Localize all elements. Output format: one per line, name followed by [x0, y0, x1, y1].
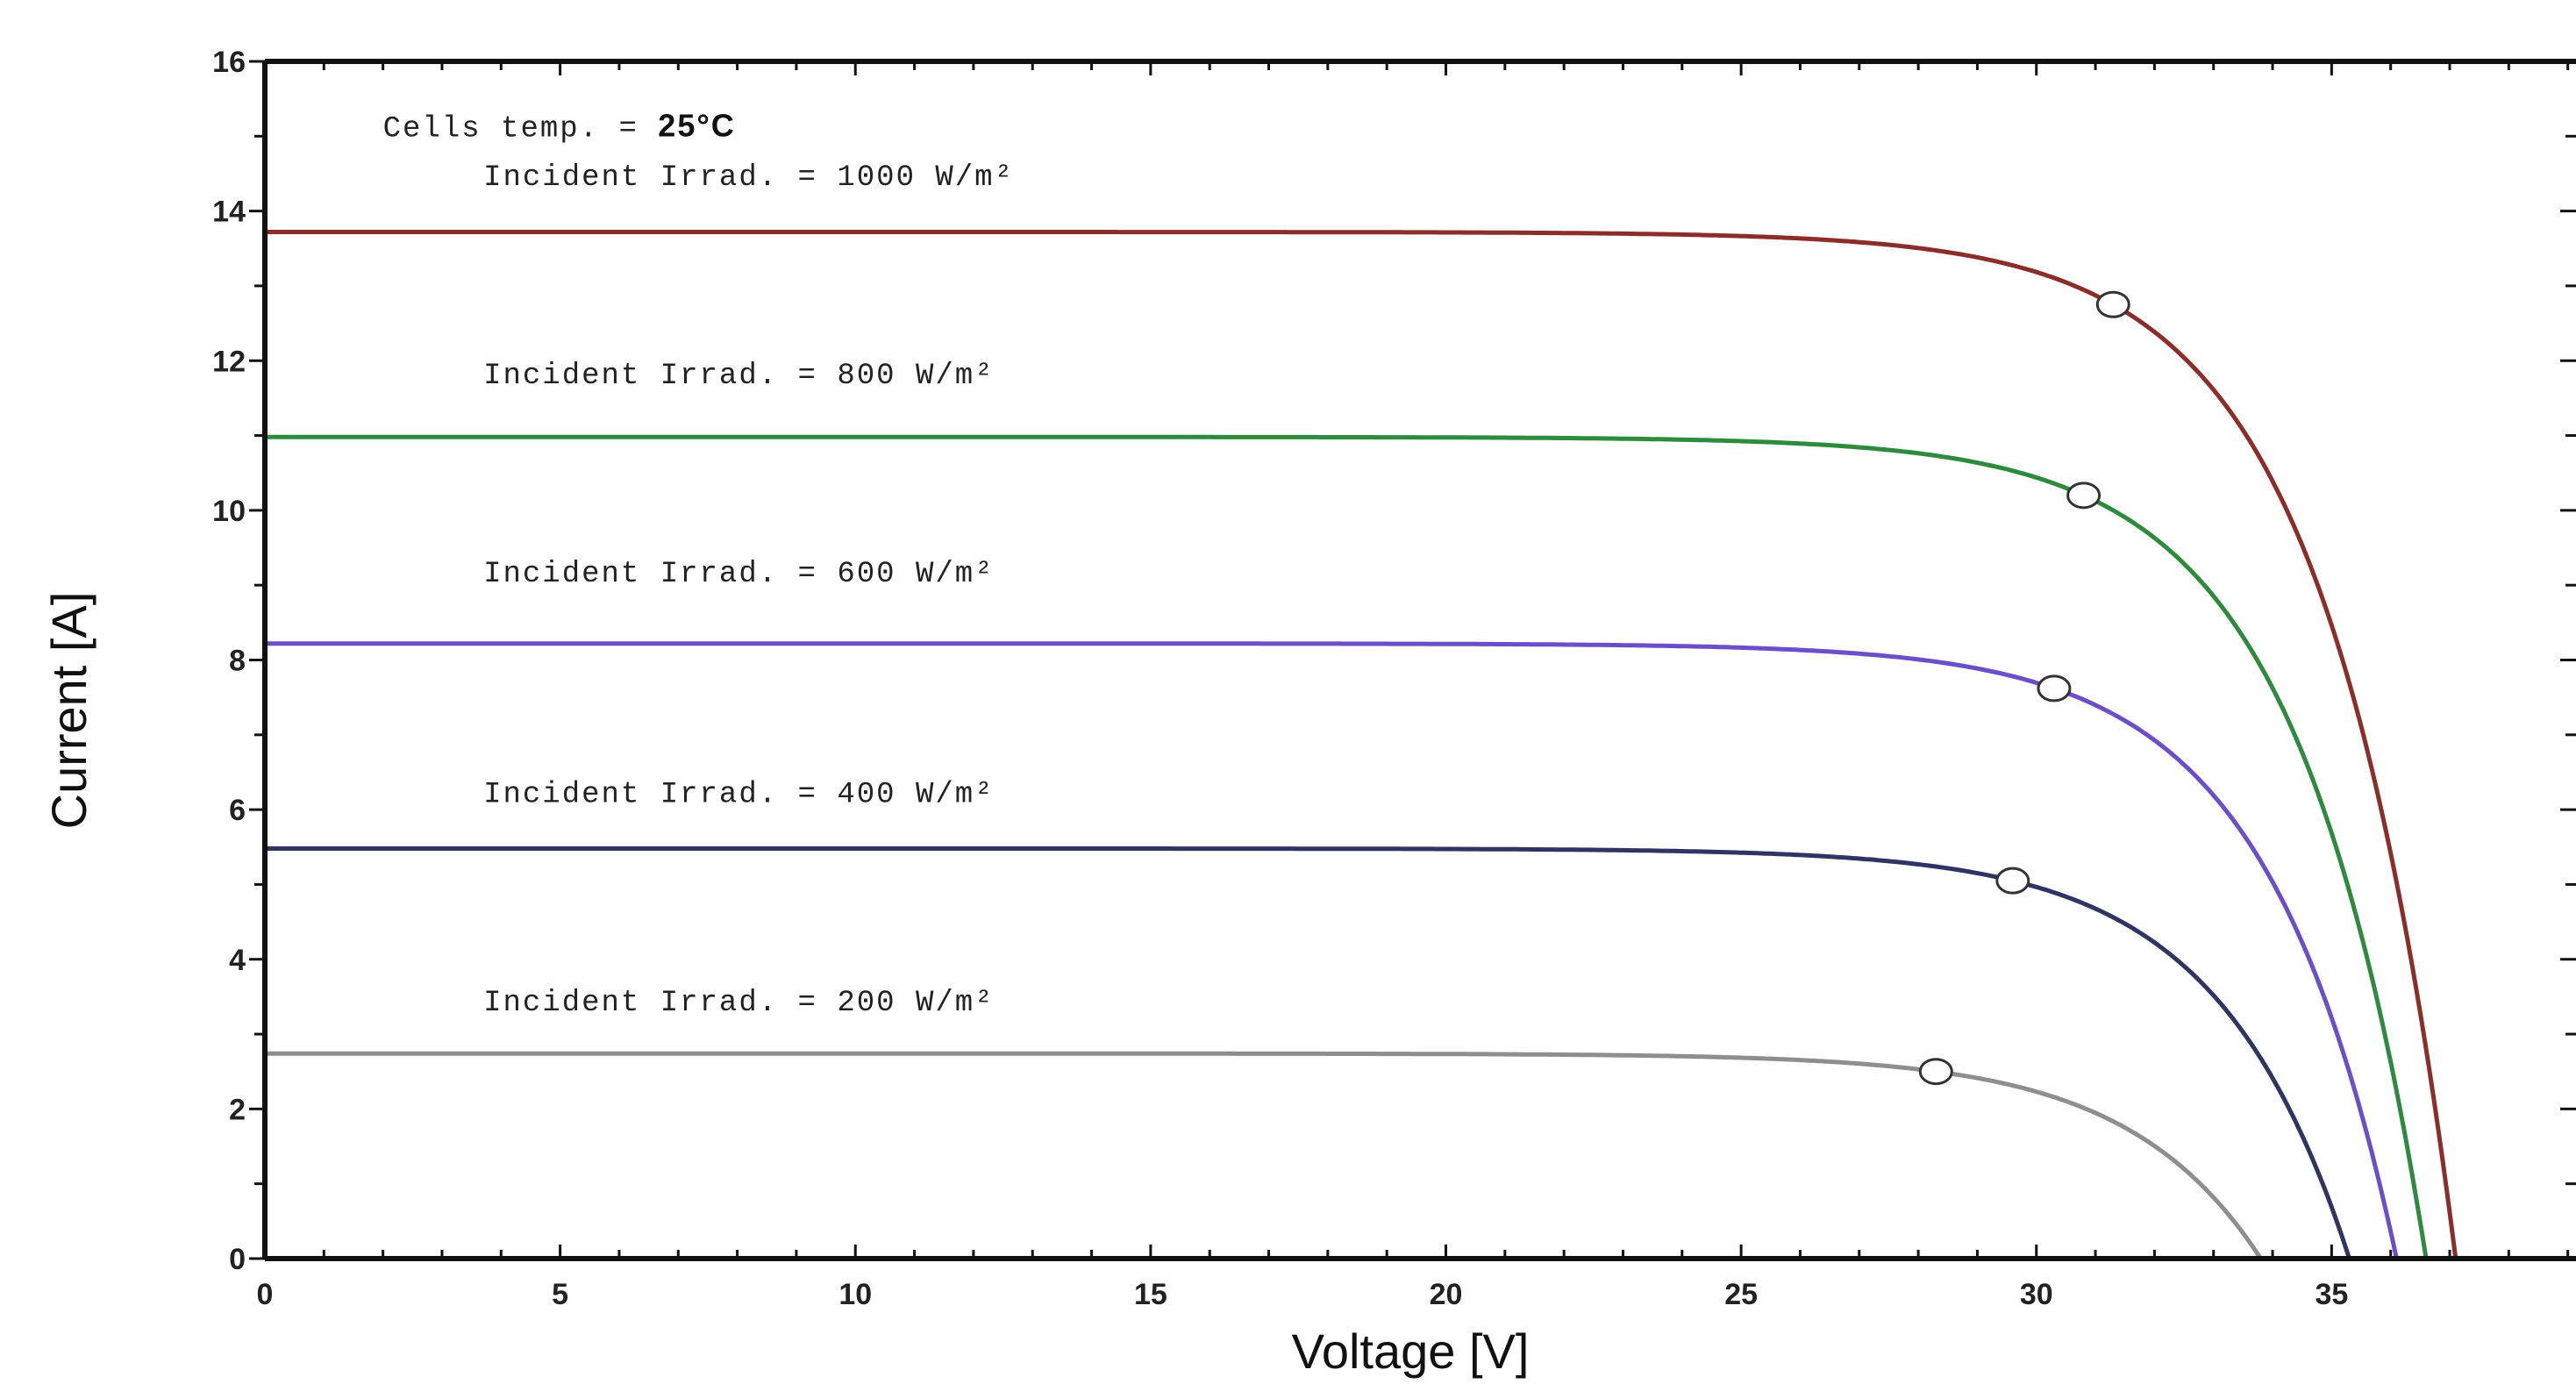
x-tick-label: 5	[552, 1278, 568, 1311]
series-label-600: Incident Irrad. = 600 W/m²	[483, 558, 995, 591]
x-tick-label: 25	[1724, 1278, 1758, 1311]
y-tick-label: 16	[212, 46, 246, 79]
mpp-marker-800	[2066, 482, 2101, 510]
series-line-1000	[265, 230, 2458, 1259]
series-label-800: Incident Irrad. = 800 W/m²	[483, 360, 995, 393]
mpp-marker-600	[2037, 674, 2072, 703]
y-tick-label: 6	[229, 794, 246, 827]
y-tick-label: 14	[212, 196, 246, 229]
curves-layer	[265, 230, 2458, 1259]
mpp-markers-layer	[1918, 290, 2130, 1086]
y-tick-label: 8	[229, 645, 246, 678]
y-tick-label: 4	[229, 944, 246, 977]
y-tick-label: 12	[212, 345, 246, 378]
x-tick-label: 35	[2315, 1278, 2348, 1311]
x-tick-label: 20	[1430, 1278, 1463, 1311]
annotations-layer: Incident Irrad. = 1000 W/m² Incident Irra…	[383, 107, 1014, 1020]
axis-tick-labels: 05101520253035400246810121416	[212, 46, 2348, 1311]
y-axis-label: Current [A]	[41, 592, 96, 830]
series-label-200: Incident Irrad. = 200 W/m²	[483, 987, 995, 1020]
annotation-temp: Cells temp. = 25°C	[383, 107, 736, 146]
mpp-marker-1000	[2095, 290, 2130, 318]
series-line-600	[265, 641, 2399, 1259]
plot-frame	[262, 59, 2576, 1261]
series-label-400: Incident Irrad. = 400 W/m²	[483, 779, 995, 812]
x-tick-label: 0	[257, 1278, 274, 1311]
series-line-200	[265, 1051, 2264, 1259]
x-tick-label: 15	[1134, 1278, 1167, 1311]
x-axis-label: Voltage [V]	[1292, 1323, 1530, 1379]
mpp-marker-400	[1995, 867, 2030, 895]
mpp-marker-200	[1918, 1058, 1953, 1086]
axis-ticks	[249, 60, 2576, 1260]
series-line-800	[265, 434, 2429, 1259]
series-label-1000: Incident Irrad. = 1000 W/m²	[483, 161, 1014, 195]
y-tick-label: 0	[229, 1243, 246, 1276]
x-tick-label: 30	[2020, 1278, 2053, 1311]
y-tick-label: 10	[212, 495, 246, 528]
y-tick-label: 2	[229, 1093, 246, 1126]
x-tick-label: 10	[838, 1278, 872, 1311]
